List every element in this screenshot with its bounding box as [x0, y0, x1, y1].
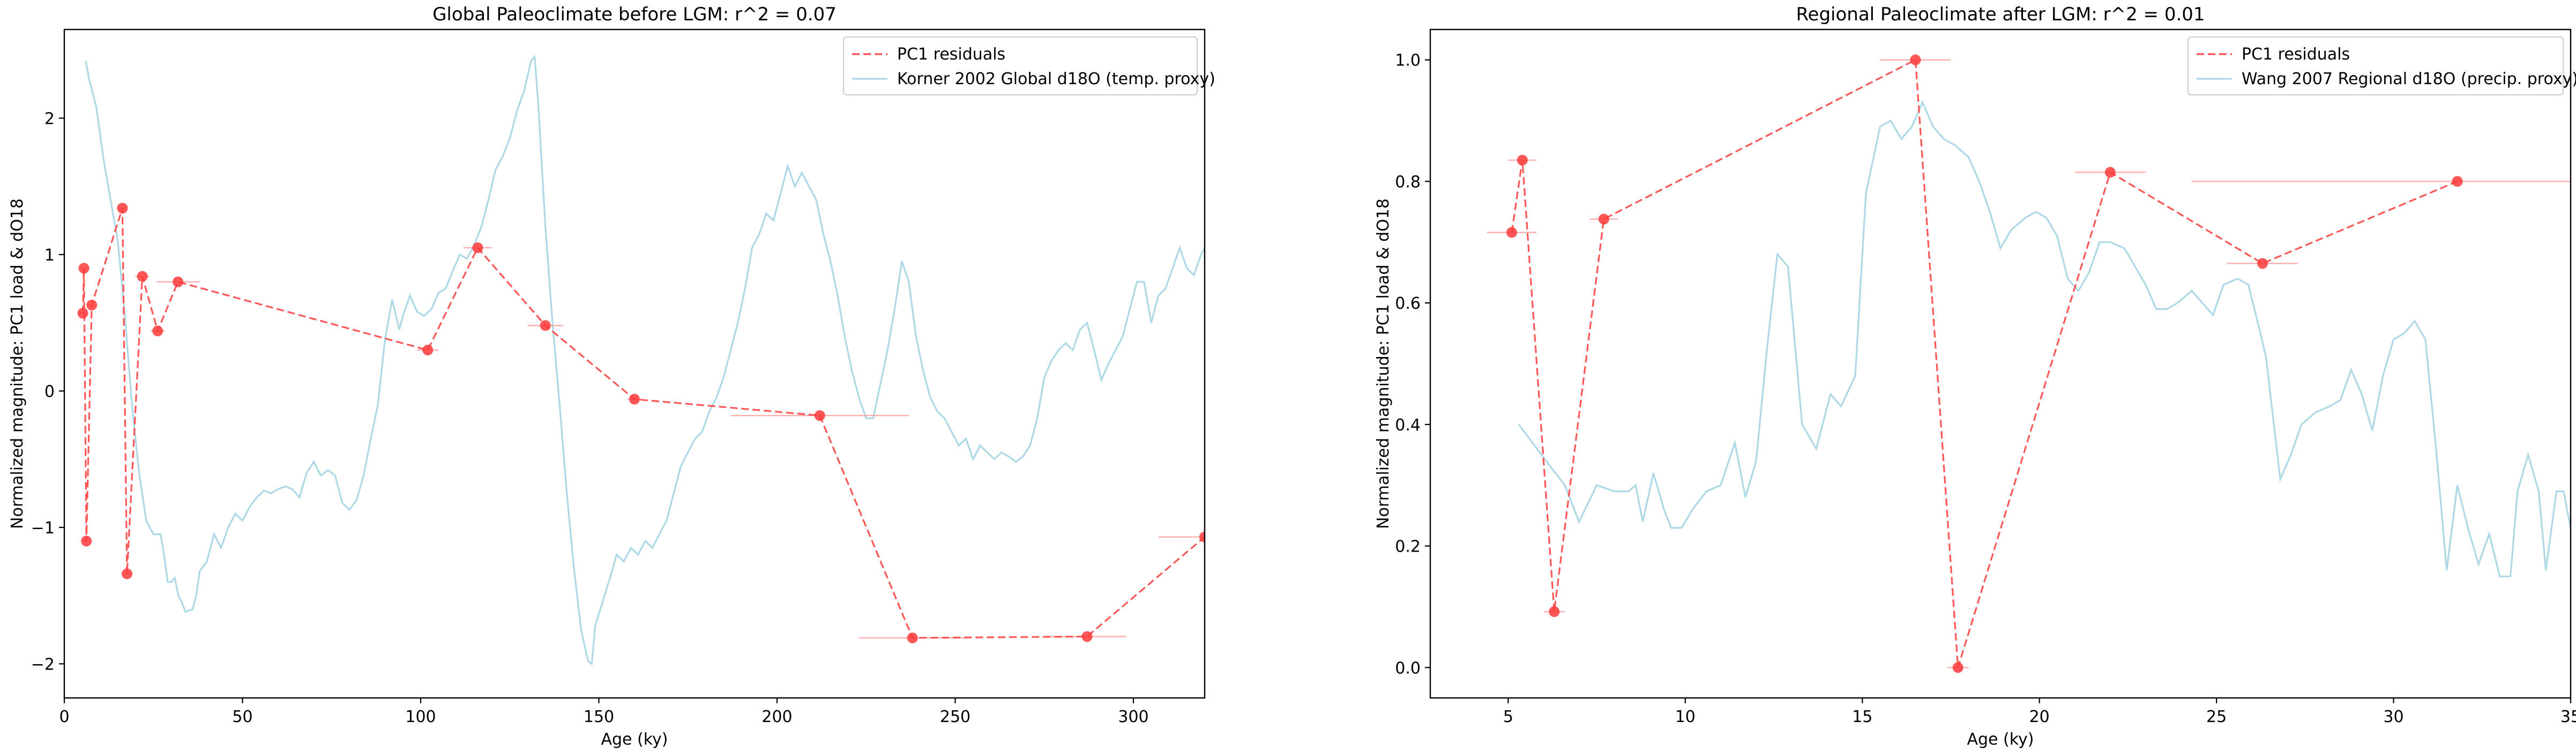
- x-tick-label: 15: [1852, 708, 1872, 726]
- y-tick-label: 1.0: [1395, 51, 1421, 70]
- legend-label-proxy: Korner 2002 Global d18O (temp. proxy): [897, 70, 1215, 88]
- legend: PC1 residuals Wang 2007 Regional d18O (pr…: [2187, 36, 2576, 95]
- legend-label-proxy: Wang 2007 Regional d18O (precip. proxy): [2242, 70, 2576, 88]
- y-tick-label: −2: [31, 655, 55, 674]
- x-axis-label: Age (ky): [601, 730, 668, 749]
- legend-box: [843, 36, 1198, 95]
- y-tick-label: −1: [31, 519, 55, 538]
- axes-frame: [1429, 28, 2572, 699]
- residual-point: [422, 345, 434, 356]
- x-tick-label: 25: [2206, 708, 2227, 726]
- y-tick-label: 0.8: [1395, 173, 1421, 191]
- y-tick-label: 1: [44, 246, 55, 265]
- y-tick-label: 0.4: [1395, 416, 1421, 435]
- legend-box: [2187, 36, 2564, 95]
- y-tick-label: 0.2: [1395, 538, 1421, 556]
- y-axis-label: Normalized magnitude: PC1 load & dO18: [8, 198, 27, 529]
- chart-regional-paleoclimate: 5 10 15 20 25 30 35 0.0 0.2 0.4 0.6 0.8 1.0 Regional …: [1374, 4, 2576, 749]
- residual-point: [77, 308, 88, 319]
- residual-point: [78, 263, 89, 274]
- y-axis-label: Normalized magnitude: PC1 load & dO18: [1374, 198, 1393, 529]
- x-tick-label: 200: [761, 708, 792, 726]
- legend: PC1 residuals Korner 2002 Global d18O (te…: [843, 36, 1215, 95]
- residual-point: [81, 536, 92, 547]
- residual-point: [1952, 662, 1963, 673]
- residual-point: [1598, 213, 1609, 225]
- y-tick-label: 0.0: [1395, 659, 1421, 678]
- residual-series-line: [82, 207, 1205, 639]
- residual-point: [86, 300, 98, 311]
- x-tick-label: 0: [59, 708, 69, 726]
- x-tick-label: 30: [2383, 708, 2403, 726]
- residual-point: [1517, 154, 1528, 166]
- x-tick-label: 150: [584, 708, 614, 726]
- x-tick-label: 50: [232, 708, 252, 726]
- proxy-series-line: [85, 54, 1205, 666]
- residual-point: [629, 393, 640, 405]
- residual-point: [1081, 631, 1093, 642]
- chart-title: Regional Paleoclimate after LGM: r^2 = 0…: [1796, 4, 2205, 25]
- residual-point: [1910, 54, 1921, 65]
- x-tick-label: 300: [1118, 708, 1148, 726]
- x-tick-label: 20: [2029, 708, 2050, 726]
- x-tick-label: 35: [2560, 708, 2576, 726]
- residual-point: [1549, 606, 1560, 618]
- residual-point: [122, 568, 133, 579]
- x-tick-label: 10: [1675, 708, 1696, 726]
- residual-point: [152, 325, 163, 337]
- residual-point: [814, 410, 825, 421]
- residual-point: [472, 242, 483, 254]
- y-tick-label: 0.6: [1395, 294, 1421, 313]
- y-tick-label: 2: [44, 109, 55, 128]
- residual-point: [907, 633, 918, 644]
- y-tick-label: 0: [44, 382, 55, 401]
- residual-point: [1506, 227, 1517, 238]
- residual-point: [1199, 531, 1205, 542]
- residual-point: [137, 271, 148, 282]
- x-tick-label: 100: [405, 708, 436, 726]
- plot-area: [77, 54, 1205, 666]
- chart-title: Global Paleoclimate before LGM: r^2 = 0.…: [432, 4, 837, 25]
- legend-label-residuals: PC1 residuals: [897, 45, 1005, 64]
- plot-area: [1487, 54, 2571, 673]
- residual-point: [2104, 167, 2116, 178]
- x-axis-label: Age (ky): [1967, 730, 2034, 749]
- x-tick-label: 250: [940, 708, 970, 726]
- residual-point: [540, 320, 551, 331]
- residual-point: [2452, 176, 2463, 187]
- axes-frame: [63, 28, 1206, 699]
- residual-point: [2257, 258, 2268, 269]
- residual-point: [173, 276, 184, 287]
- legend-label-residuals: PC1 residuals: [2242, 45, 2350, 64]
- x-tick-label: 5: [1503, 708, 1513, 726]
- proxy-series-line: [1518, 100, 2571, 577]
- residual-series-line: [1511, 58, 2458, 668]
- chart-global-paleoclimate: 0 50 100 150 200 250 300 −2 −1 0 1 2 Global Paleocli…: [8, 4, 1215, 749]
- residual-point: [117, 203, 128, 214]
